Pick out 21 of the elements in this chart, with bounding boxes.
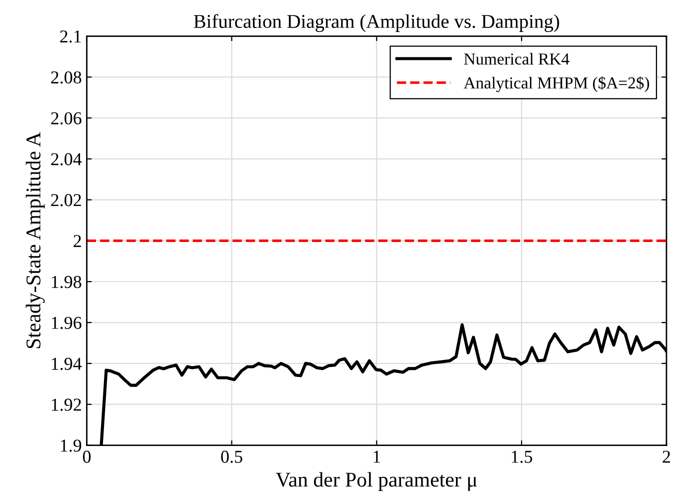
- y-tick-label: 2.1: [60, 30, 81, 43]
- y-tick-label: 1.92: [52, 398, 81, 411]
- y-tick-label: 1.9: [60, 440, 82, 452]
- legend-label: Analytical MHPM ($A=2$): [464, 76, 650, 92]
- legend-label: Numerical RK4: [464, 52, 570, 65]
- x-tick-label: 1: [374, 450, 380, 463]
- y-tick-label: 1.96: [52, 316, 82, 330]
- x-tick-label: 0.5: [221, 450, 242, 463]
- x-tick-label: 0: [82, 450, 91, 463]
- y-tick-label: 2.08: [51, 71, 82, 84]
- chart-title: Bifurcation Diagram (Amplitude vs. Damping): [194, 14, 560, 32]
- x-axis-title: Van der Pol parameter μ: [276, 472, 477, 491]
- y-tick-label: 1.98: [52, 276, 82, 288]
- x-tick-label: 1.5: [512, 450, 532, 463]
- x-tick-label: 2: [662, 450, 670, 463]
- y-tick-label: 2.02: [51, 194, 81, 206]
- y-tick-label: 2.04: [51, 153, 82, 166]
- y-tick-label: 2: [74, 235, 81, 247]
- y-axis-title: Steady-State Amplitude A: [26, 132, 45, 348]
- y-tick-label: 2.06: [51, 112, 82, 124]
- y-tick-label: 1.94: [52, 358, 82, 370]
